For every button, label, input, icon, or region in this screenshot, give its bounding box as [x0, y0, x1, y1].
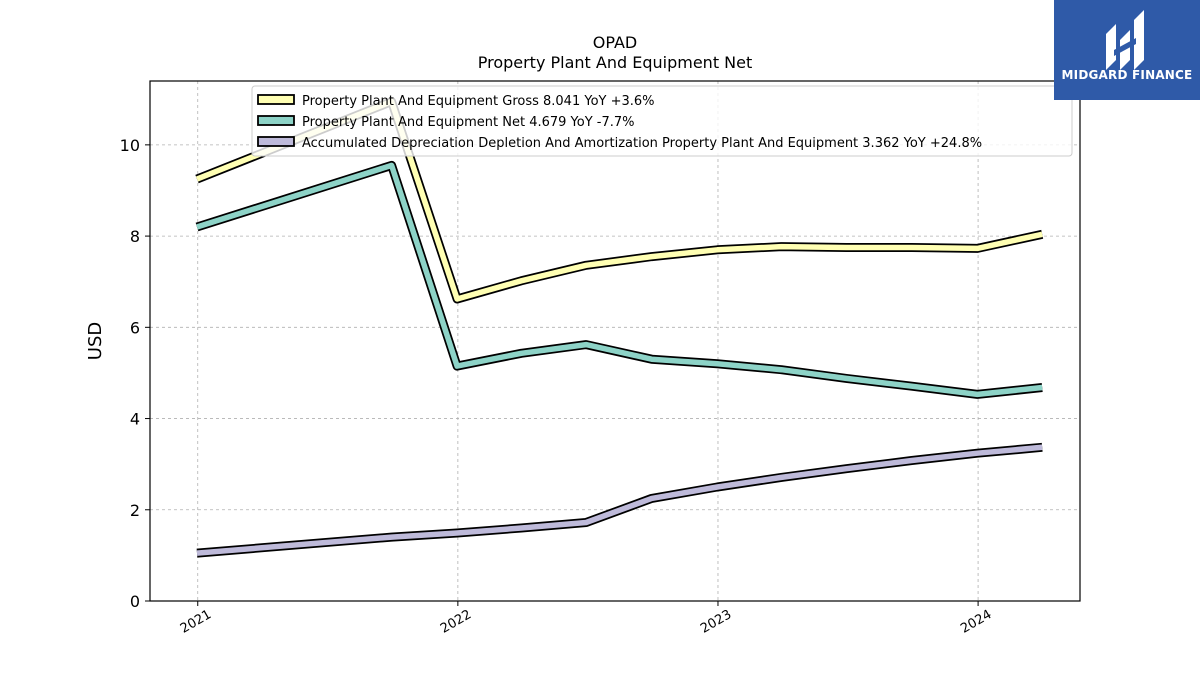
logo-mark-icon	[1106, 10, 1144, 70]
y-axis-ticks: 0 2 4 6 8 10	[120, 136, 150, 611]
legend-swatch	[257, 94, 295, 105]
series-layer	[195, 97, 1044, 558]
legend: Property Plant And Equipment Gross 8.041…	[251, 85, 1073, 157]
x-tick-label: 2023	[698, 607, 734, 637]
x-tick-label: 2022	[438, 607, 474, 637]
x-tick-label: 2024	[958, 607, 994, 637]
y-tick-label: 4	[130, 410, 140, 429]
chart-subtitle: Property Plant And Equipment Net	[478, 53, 753, 72]
y-tick-label: 2	[130, 501, 140, 520]
plot-frame	[149, 80, 1081, 602]
midgard-finance-logo: MIDGARD FINANCE	[1054, 0, 1200, 100]
legend-box	[251, 85, 1073, 157]
legend-swatch	[257, 136, 295, 147]
y-tick-label: 0	[130, 592, 140, 611]
chart-title: OPAD	[593, 33, 637, 52]
series-line-outline	[195, 160, 1043, 399]
x-axis-ticks: 2021 2022 2023 2024	[178, 601, 994, 637]
legend-swatch	[257, 115, 295, 126]
legend-label: Property Plant And Equipment Gross 8.041…	[302, 94, 655, 109]
y-tick-label: 8	[130, 227, 140, 246]
logo-text: MIDGARD FINANCE	[1061, 68, 1193, 82]
series-1	[195, 97, 1044, 304]
y-tick-label: 10	[120, 136, 140, 155]
y-axis-label: USD	[85, 322, 106, 360]
series-line	[196, 444, 1043, 556]
series-line	[196, 162, 1043, 398]
series-2	[195, 160, 1043, 399]
series-line	[195, 98, 1043, 302]
series-line-outline	[196, 442, 1043, 558]
y-tick-label: 6	[130, 318, 140, 337]
series-3	[196, 442, 1043, 558]
grid-lines	[150, 81, 1080, 602]
x-tick-label: 2021	[178, 607, 214, 637]
legend-label: Property Plant And Equipment Net 4.679 Y…	[302, 115, 635, 130]
legend-label: Accumulated Depreciation Depletion And A…	[302, 136, 982, 151]
